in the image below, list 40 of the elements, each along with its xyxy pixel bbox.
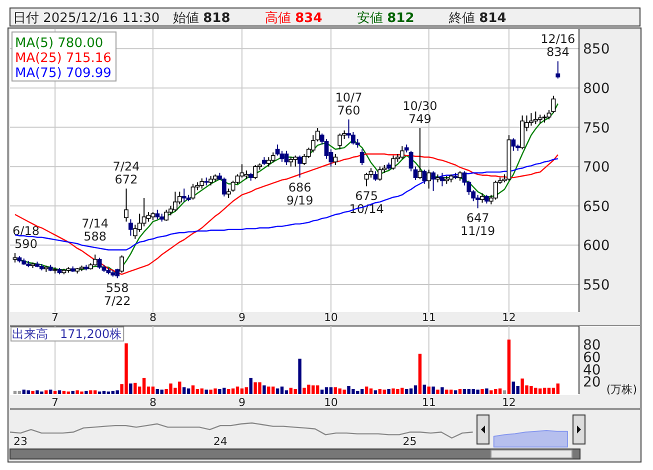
y-tick-label: 750 xyxy=(583,120,610,136)
y-tick-label: 800 xyxy=(583,80,610,97)
x-tick-label: 8 xyxy=(149,396,156,409)
y-tick-label: 550 xyxy=(583,277,610,294)
x-tick-label: 9 xyxy=(238,311,246,324)
annotation: 7/14 588 xyxy=(82,216,109,244)
chart-title: 出来高 171,200株 xyxy=(12,327,122,341)
x-tick-label: 10 xyxy=(324,396,338,409)
x-tick-label: 23 xyxy=(14,435,28,448)
annotation: 6/18 590 xyxy=(12,224,40,252)
x-tick-label: 8 xyxy=(149,311,156,324)
annotation: 10/7 760 xyxy=(335,90,362,118)
y-tick-label: 650 xyxy=(583,198,610,215)
x-tick-label: 12 xyxy=(502,311,516,324)
y-tick-label: 600 xyxy=(583,238,610,254)
y-tick-label: 700 xyxy=(583,160,610,176)
x-tick-label: 11 xyxy=(422,396,436,409)
x-tick-label: 9 xyxy=(238,396,246,409)
x-tick-label: 11 xyxy=(422,311,436,324)
text: 終値 814 xyxy=(448,11,506,26)
annotation: 10/30 749 xyxy=(402,99,438,126)
x-tick-label: 25 xyxy=(402,435,417,448)
annotation: 7/24 672 xyxy=(112,160,140,187)
y-tick-label: 20 xyxy=(583,374,601,391)
annotation: 12/16 834 xyxy=(540,32,576,60)
annotation: 686 9/19 xyxy=(286,180,314,208)
y-axis-title: (万株) xyxy=(606,383,637,396)
x-tick-label: 7 xyxy=(52,311,59,324)
x-tick-label: 7 xyxy=(52,396,59,409)
annotation: 558 7/22 xyxy=(104,281,131,308)
x-tick-label: 12 xyxy=(502,396,516,409)
text: 高値 834 xyxy=(265,10,322,26)
text: 日付 2025/12/16 11:30 xyxy=(13,11,160,26)
x-tick-label: 10 xyxy=(324,311,338,324)
text: 安値 812 xyxy=(357,10,414,26)
y-tick-label: 850 xyxy=(583,42,610,58)
annotation: 647 11/19 xyxy=(460,211,496,238)
legend: MA(5) 780.00 MA(25) 715.16 MA(75) 709.99 xyxy=(12,32,116,82)
x-tick-label: 24 xyxy=(213,435,228,448)
text: 始値 818 xyxy=(173,11,230,26)
